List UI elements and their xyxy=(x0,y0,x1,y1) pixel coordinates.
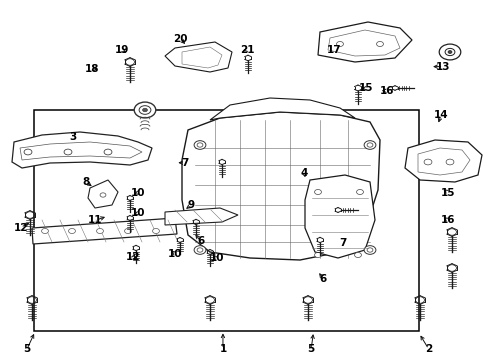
Text: 7: 7 xyxy=(181,158,189,168)
Text: 12: 12 xyxy=(126,252,141,262)
Text: 16: 16 xyxy=(380,86,394,96)
Circle shape xyxy=(315,252,321,257)
Circle shape xyxy=(364,246,376,254)
Text: 6: 6 xyxy=(197,236,204,246)
Circle shape xyxy=(97,229,103,234)
Text: 12: 12 xyxy=(13,222,28,233)
Circle shape xyxy=(357,189,364,194)
Text: 10: 10 xyxy=(209,253,224,264)
Text: 15: 15 xyxy=(359,83,374,93)
Text: 4: 4 xyxy=(300,168,308,178)
Circle shape xyxy=(152,229,159,234)
Text: 3: 3 xyxy=(69,132,76,142)
Text: 17: 17 xyxy=(327,45,342,55)
Text: 8: 8 xyxy=(82,177,89,187)
Bar xyxy=(34,110,419,331)
Text: 11: 11 xyxy=(88,215,103,225)
Text: 14: 14 xyxy=(434,110,448,120)
Polygon shape xyxy=(318,22,412,62)
Circle shape xyxy=(197,143,203,147)
Circle shape xyxy=(315,189,321,194)
Circle shape xyxy=(337,41,343,46)
Circle shape xyxy=(197,248,203,252)
Polygon shape xyxy=(210,98,355,120)
Circle shape xyxy=(367,143,373,147)
Circle shape xyxy=(439,44,461,60)
Circle shape xyxy=(134,102,156,118)
Circle shape xyxy=(194,246,206,254)
Circle shape xyxy=(24,149,32,155)
Text: 18: 18 xyxy=(85,64,99,74)
Text: 9: 9 xyxy=(188,200,195,210)
Polygon shape xyxy=(88,180,118,208)
Circle shape xyxy=(69,229,75,234)
Text: 2: 2 xyxy=(425,344,432,354)
Polygon shape xyxy=(165,208,238,225)
Polygon shape xyxy=(12,132,152,168)
Polygon shape xyxy=(165,42,232,72)
Text: 7: 7 xyxy=(339,238,347,248)
Polygon shape xyxy=(32,218,177,244)
Text: 21: 21 xyxy=(240,45,255,55)
Circle shape xyxy=(42,229,49,234)
Text: 15: 15 xyxy=(441,188,456,198)
Polygon shape xyxy=(182,112,380,260)
Circle shape xyxy=(100,193,106,197)
Polygon shape xyxy=(405,140,482,182)
Text: 16: 16 xyxy=(441,215,456,225)
Circle shape xyxy=(64,149,72,155)
Text: 1: 1 xyxy=(220,344,226,354)
Circle shape xyxy=(194,141,206,149)
Circle shape xyxy=(355,252,362,257)
Circle shape xyxy=(367,248,373,252)
Circle shape xyxy=(446,159,454,165)
Text: 19: 19 xyxy=(114,45,129,55)
Text: 20: 20 xyxy=(173,34,188,44)
Circle shape xyxy=(364,141,376,149)
Circle shape xyxy=(424,159,432,165)
Text: 13: 13 xyxy=(436,62,451,72)
Polygon shape xyxy=(305,175,375,258)
Circle shape xyxy=(445,48,455,55)
Text: 5: 5 xyxy=(24,344,30,354)
Text: 6: 6 xyxy=(320,274,327,284)
Circle shape xyxy=(143,108,147,112)
Circle shape xyxy=(448,50,452,53)
Circle shape xyxy=(377,41,384,46)
Circle shape xyxy=(104,149,112,155)
Circle shape xyxy=(139,106,151,114)
Text: 10: 10 xyxy=(131,208,146,218)
Text: 5: 5 xyxy=(308,344,315,354)
Text: 10: 10 xyxy=(168,249,183,259)
Circle shape xyxy=(124,229,131,234)
Text: 10: 10 xyxy=(131,188,146,198)
